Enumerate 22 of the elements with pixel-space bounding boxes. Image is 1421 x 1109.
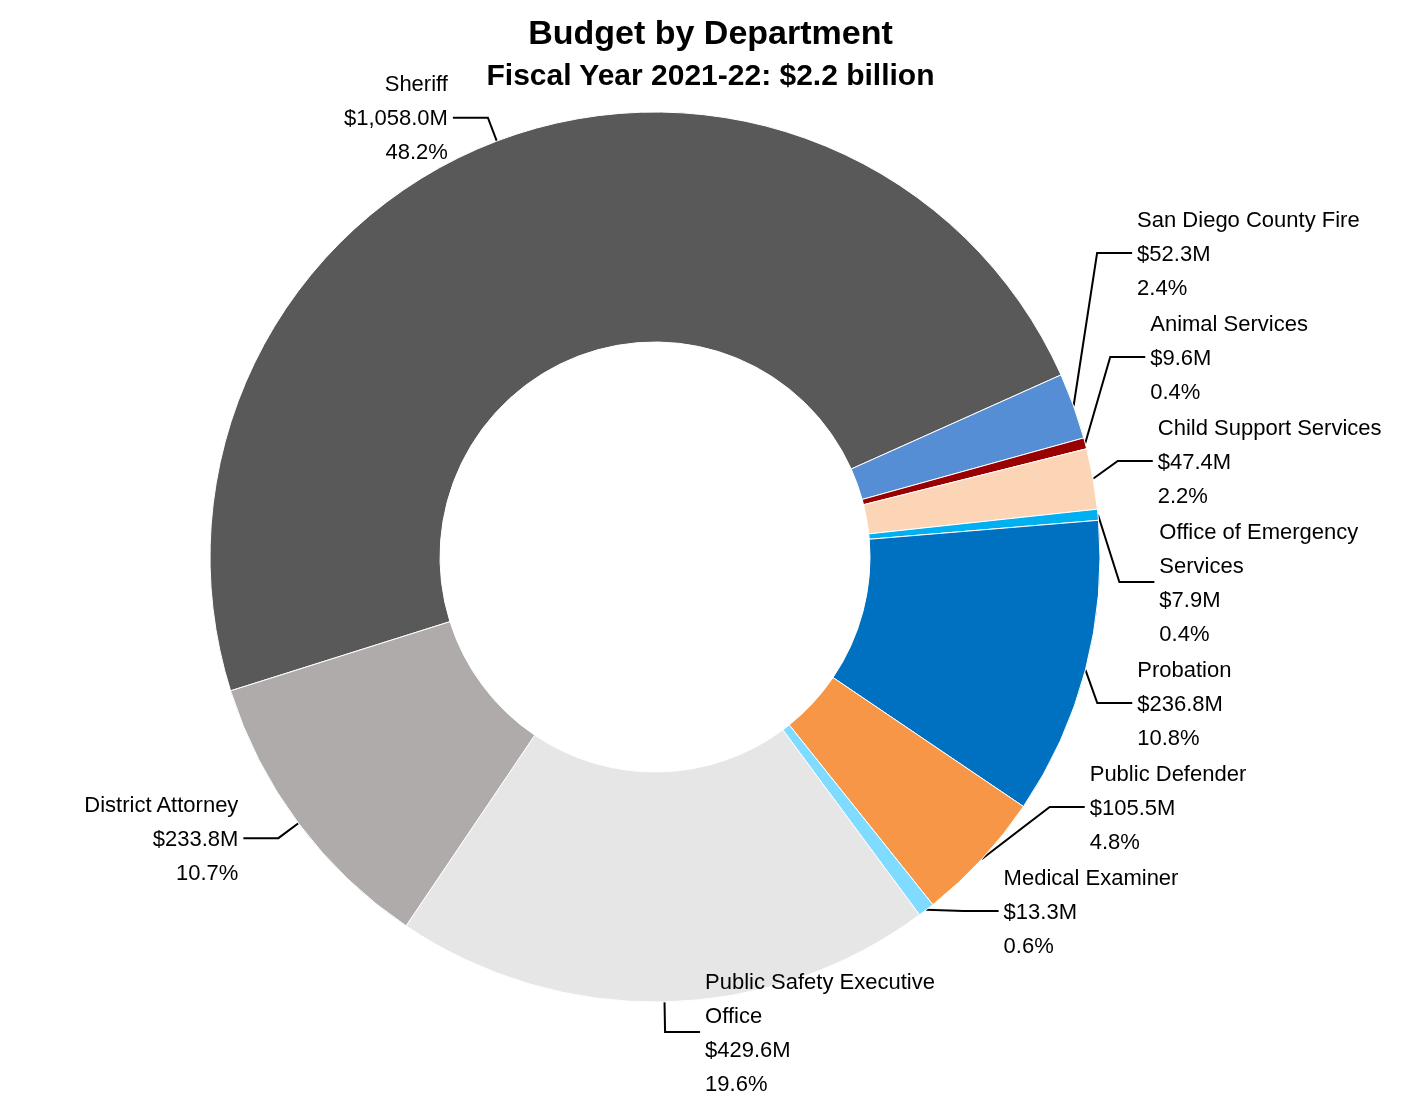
- chart-subtitle: Fiscal Year 2021-22: $2.2 billion: [486, 57, 935, 91]
- data-label: $52.3M 2.4%: [1137, 240, 1211, 300]
- data-label: $47.4M 2.2%: [1157, 448, 1232, 508]
- data-label: $105.5M 4.8%: [1089, 794, 1176, 854]
- data-label: $236.8M 10.8%: [1137, 690, 1223, 750]
- slice-label: District Attorney: [84, 791, 239, 817]
- data-label: $7.9M 0.4%: [1159, 586, 1221, 646]
- slice-label: Office of Emergency Services: [1159, 518, 1365, 578]
- slice-label: San Diego County Fire: [1137, 206, 1360, 232]
- data-label: $429.6M 19.6%: [705, 1036, 791, 1096]
- slice-label: Public Safety Executive Office: [705, 968, 942, 1028]
- data-label: $1,058.0M 48.2%: [343, 105, 448, 165]
- data-label: $13.3M 0.6%: [1003, 898, 1077, 958]
- slice-label: Child Support Services: [1157, 414, 1382, 440]
- data-label: $9.6M 0.4%: [1150, 344, 1212, 404]
- data-label: $233.8M 10.7%: [152, 825, 239, 885]
- slice-label: Medical Examiner: [1003, 864, 1179, 890]
- slice-label: Probation: [1137, 656, 1232, 682]
- slice-label: Public Defender: [1089, 760, 1247, 786]
- slice-label: Sheriff: [384, 71, 449, 97]
- chart-title: Budget by Department: [528, 13, 893, 51]
- slice-label: Animal Services: [1150, 310, 1308, 336]
